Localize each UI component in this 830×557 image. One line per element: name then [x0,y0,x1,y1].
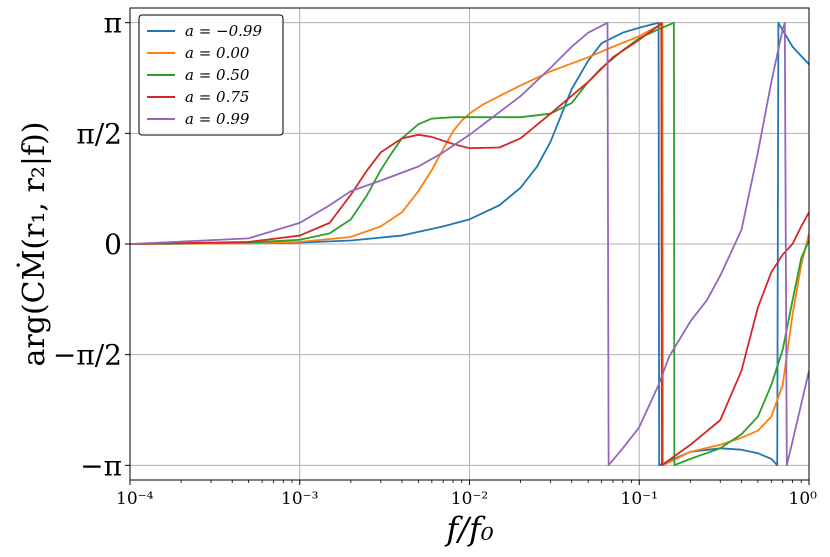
series-line-0 [130,21,809,467]
y-tick-label: π/2 [76,117,122,150]
x-tick-label: 10⁻³ [281,489,318,509]
legend-label: a = 0.99 [185,110,250,128]
x-tick-label: 10⁻¹ [621,489,658,509]
series-line-2 [130,21,809,467]
y-tick-label: 0 [104,228,122,261]
y-axis-ticks: π π/2 0 −π/2 −π [53,7,130,482]
legend-label: a = 0.00 [185,44,250,62]
x-tick-label: 10⁻⁴ [116,489,154,509]
x-axis-label: f/f₀ [444,510,493,548]
x-axis-ticks: 10⁻⁴ 10⁻³ 10⁻² 10⁻¹ 10⁰ [116,480,817,509]
series-line-4 [130,21,809,467]
y-axis-label: arg(CṀ(r₁, r₂|f)) [16,122,52,367]
legend: a = −0.99 a = 0.00 a = 0.50 a = 0.75 a = 0.9… [138,14,284,136]
legend-label: a = 0.50 [185,66,250,84]
x-tick-label: 10⁻² [451,489,488,509]
legend-label: a = −0.99 [185,22,262,40]
y-tick-label: π [104,7,122,40]
series-line-3 [130,21,809,467]
legend-label: a = 0.75 [185,88,249,106]
y-tick-label: −π [80,449,122,482]
x-tick-label: 10⁰ [789,489,818,509]
series-line-1 [130,21,809,467]
series-lines [130,21,809,467]
y-tick-label: −π/2 [53,339,122,372]
legend-frame [138,14,284,136]
